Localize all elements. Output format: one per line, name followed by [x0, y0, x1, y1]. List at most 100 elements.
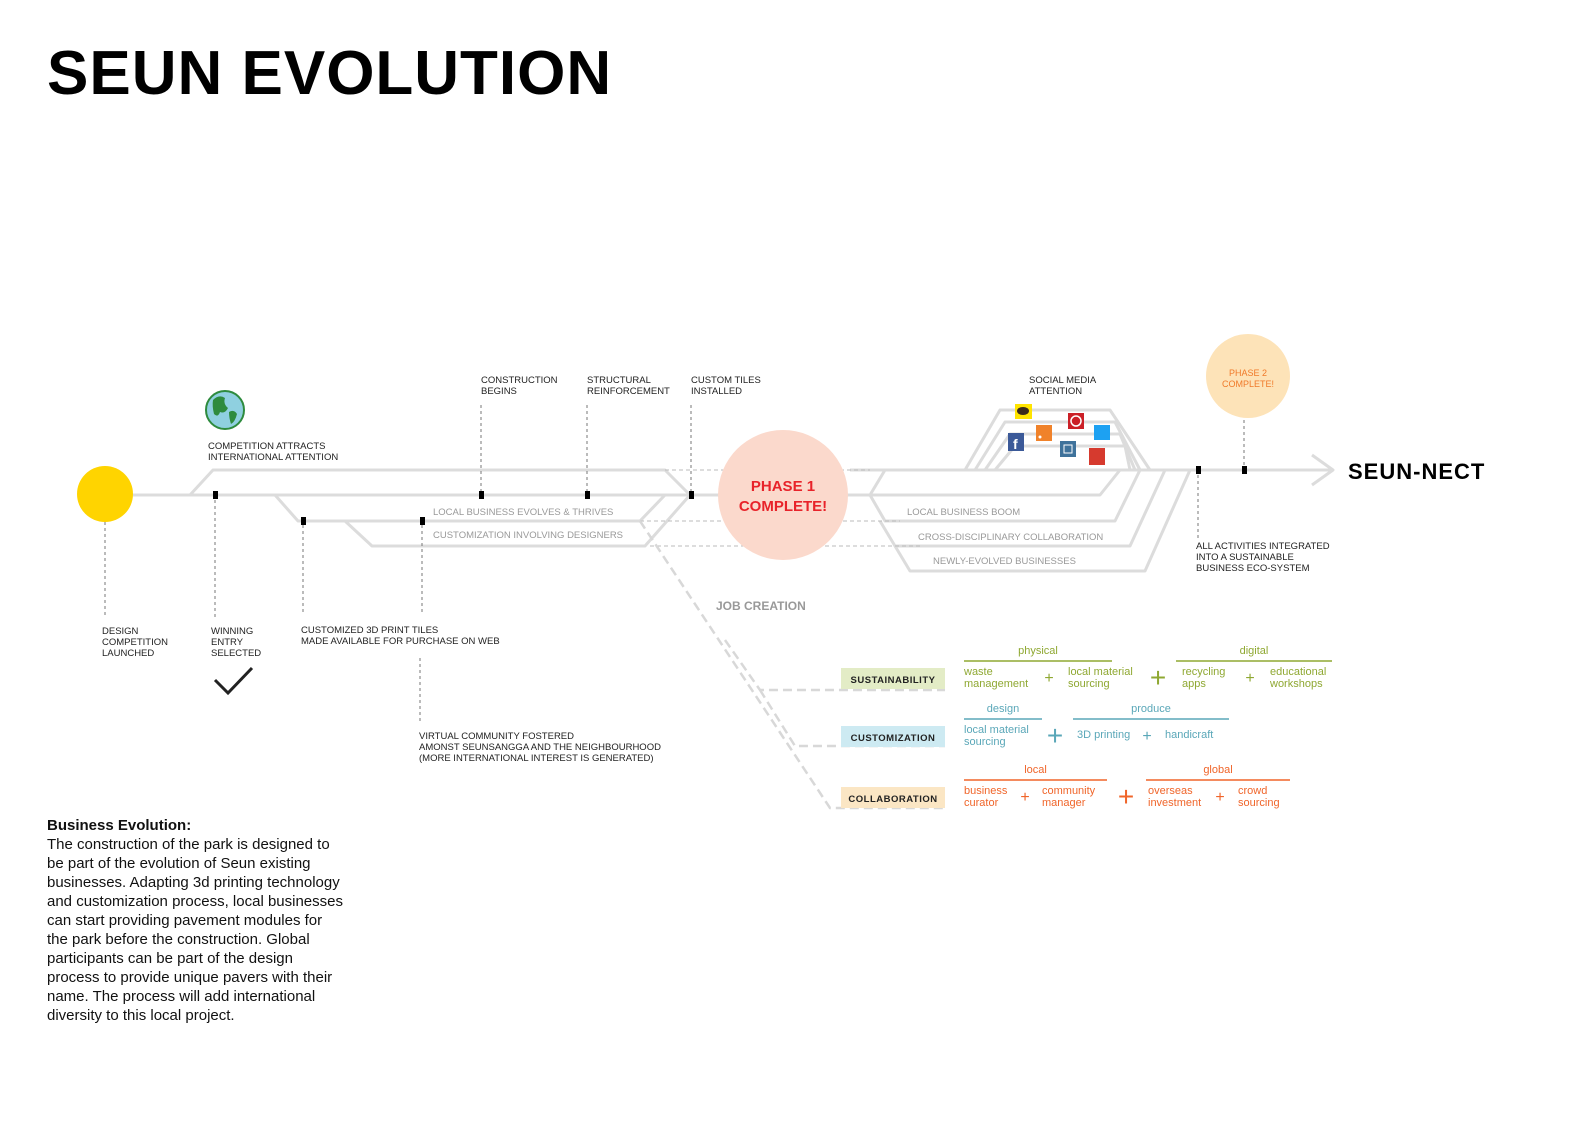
category-item: manager	[1042, 797, 1086, 809]
milestone-construction-begins: BEGINS	[481, 386, 517, 397]
milestone-winning-entry: ENTRY	[211, 637, 244, 648]
milestone-all-integrated: ALL ACTIVITIES INTEGRATED	[1196, 541, 1330, 552]
category-name: SUSTAINABILITY	[851, 675, 936, 686]
phase1-out-track	[845, 469, 887, 497]
track-label: NEWLY-EVOLVED BUSINESSES	[933, 556, 1076, 567]
description-body: The construction of the park is designed…	[47, 836, 343, 1024]
milestone-marker	[301, 517, 306, 525]
category-item: workshops	[1269, 678, 1323, 690]
milestone-competition-attracts: COMPETITION ATTRACTS	[208, 441, 326, 452]
phase1-circle	[718, 430, 848, 560]
milestone-design-competition: COMPETITION	[102, 637, 168, 648]
boom-track	[868, 469, 1142, 523]
social-track-2	[973, 420, 1142, 471]
category-item: local material	[1068, 666, 1133, 678]
plus-icon: +	[1020, 789, 1029, 806]
milestone-structural-reinforcement: STRUCTURAL	[587, 375, 651, 386]
local-business-track	[273, 493, 667, 523]
milestone-marker	[689, 491, 694, 499]
category-item: business	[964, 785, 1008, 797]
description: Business Evolution: The construction of …	[47, 816, 347, 1025]
phase1-label: COMPLETE!	[739, 498, 827, 515]
category-item: educational	[1270, 666, 1326, 678]
category-item: local material	[964, 724, 1029, 736]
category-item: sourcing	[1238, 797, 1280, 809]
check-icon	[213, 666, 254, 696]
milestone-virtual-community: VIRTUAL COMMUNITY FOSTERED	[419, 731, 574, 742]
track-label: CUSTOMIZATION INVOLVING DESIGNERS	[433, 530, 623, 541]
phase2-label: COMPLETE!	[1222, 379, 1274, 389]
plus-icon: +	[1215, 789, 1224, 806]
track-label: CROSS-DISCIPLINARY COLLABORATION	[918, 532, 1103, 543]
page-title: SEUN EVOLUTION	[47, 39, 613, 108]
milestone-social-media: ATTENTION	[1029, 386, 1082, 397]
newly-track	[893, 469, 1192, 573]
upper-out-track	[870, 469, 1122, 497]
plus-icon: +	[1245, 670, 1254, 687]
category-badge	[841, 726, 945, 747]
category-item: handicraft	[1165, 729, 1213, 741]
track-label: LOCAL BUSINESS EVOLVES & THRIVES	[433, 507, 613, 518]
phase1-label: PHASE 1	[751, 478, 815, 495]
category-item: overseas	[1148, 785, 1193, 797]
upper-branch-track	[188, 468, 692, 497]
customization-track	[343, 494, 692, 548]
social-track-1	[963, 408, 1152, 471]
milestone-social-media: SOCIAL MEDIA	[1029, 375, 1097, 386]
category-item: apps	[1182, 678, 1206, 690]
group-label: local	[1024, 764, 1047, 776]
track-label: LOCAL BUSINESS BOOM	[907, 507, 1020, 518]
milestone-marker	[213, 491, 218, 499]
category-name: COLLABORATION	[848, 794, 937, 805]
milestone-competition-attracts: INTERNATIONAL ATTENTION	[208, 452, 338, 463]
category-item: community	[1042, 785, 1096, 797]
category-item: curator	[964, 797, 999, 809]
plus-icon: +	[1142, 728, 1151, 745]
facebook-icon: f	[1008, 433, 1024, 452]
category-item: sourcing	[964, 736, 1006, 748]
plus-icon: +	[1150, 662, 1166, 693]
milestone-design-competition: DESIGN	[102, 626, 139, 637]
plus-icon: +	[1044, 670, 1053, 687]
twitter-icon	[1094, 425, 1110, 440]
job-creation-track	[638, 520, 945, 810]
milestone-all-integrated: BUSINESS ECO-SYSTEM	[1196, 563, 1310, 574]
plus-icon: +	[1047, 720, 1063, 751]
cross-track	[878, 469, 1167, 548]
group-label: global	[1203, 764, 1232, 776]
instagram-icon	[1060, 441, 1076, 457]
milestone-marker	[1242, 466, 1247, 474]
category-badge	[841, 787, 945, 808]
pinterest-icon	[1068, 413, 1084, 429]
milestone-design-competition: LAUNCHED	[102, 648, 154, 659]
group-label: digital	[1240, 645, 1269, 657]
category-item: 3D printing	[1077, 729, 1130, 741]
group-label: design	[987, 703, 1019, 715]
milestone-all-integrated: INTO A SUSTAINABLE	[1196, 552, 1294, 563]
milestone-marker	[1196, 466, 1201, 474]
milestone-3d-print-tiles: CUSTOMIZED 3D PRINT TILES	[301, 625, 438, 636]
group-label: produce	[1131, 703, 1171, 715]
milestone-custom-tiles: CUSTOM TILES	[691, 375, 761, 386]
category-badge	[841, 668, 945, 689]
svg-text:f: f	[1013, 436, 1018, 452]
milestone-winning-entry: WINNING	[211, 626, 253, 637]
category-item: sourcing	[1068, 678, 1110, 690]
start-circle	[77, 466, 133, 522]
job-creation-label: JOB CREATION	[716, 599, 806, 613]
milestone-3d-print-tiles: MADE AVAILABLE FOR PURCHASE ON WEB	[301, 636, 500, 647]
rss-icon	[1036, 425, 1052, 441]
end-label: SEUN-NECT	[1348, 459, 1485, 484]
milestone-structural-reinforcement: REINFORCEMENT	[587, 386, 670, 397]
milestone-marker	[479, 491, 484, 499]
milestone-winning-entry: SELECTED	[211, 648, 261, 659]
youtube-icon	[1089, 448, 1105, 465]
description-heading: Business Evolution:	[47, 817, 192, 834]
category-item: investment	[1148, 797, 1201, 809]
milestone-marker	[585, 491, 590, 499]
category-name: CUSTOMIZATION	[851, 733, 936, 744]
milestone-virtual-community: AMONST SEUNSANGGA AND THE NEIGHBOURHOOD	[419, 742, 661, 753]
phase2-circle	[1206, 334, 1290, 418]
milestone-virtual-community: (MORE INTERNATIONAL INTEREST IS GENERATE…	[419, 753, 654, 764]
